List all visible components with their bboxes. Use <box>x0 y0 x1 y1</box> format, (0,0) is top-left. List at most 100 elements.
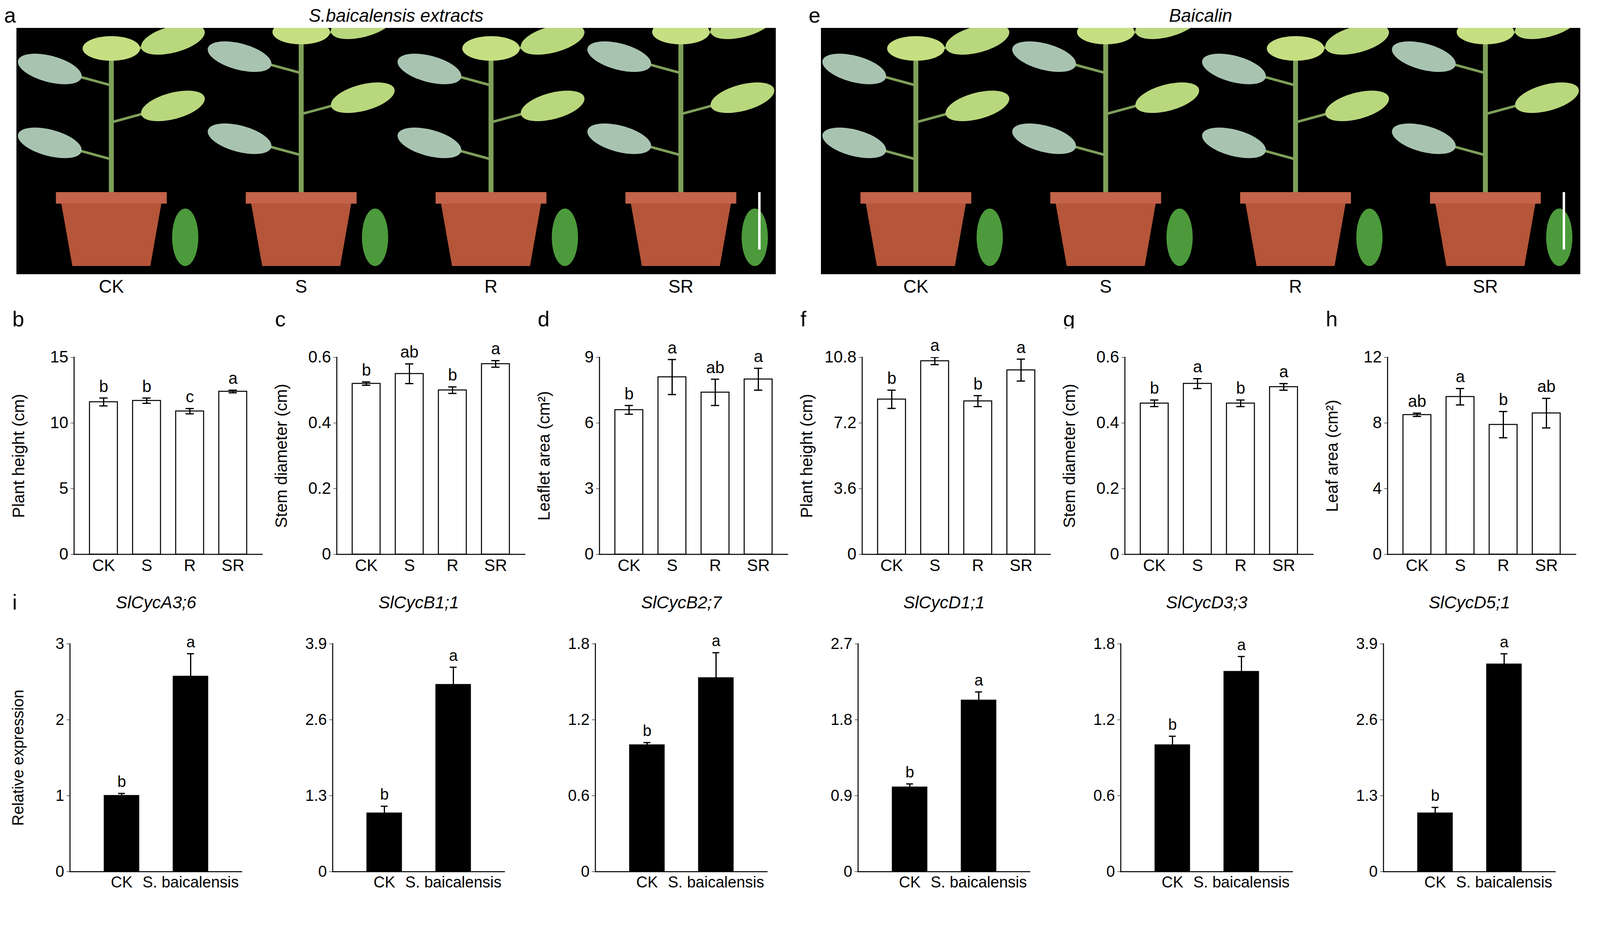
svg-text:a: a <box>490 339 501 358</box>
svg-text:b: b <box>380 785 389 803</box>
svg-text:S. baicalensis: S. baicalensis <box>930 873 1027 891</box>
svg-text:0.6: 0.6 <box>1096 347 1120 366</box>
svg-text:CK: CK <box>636 873 658 891</box>
svg-text:b: b <box>642 722 652 740</box>
svg-text:1.8: 1.8 <box>568 634 590 653</box>
svg-text:3.9: 3.9 <box>1356 634 1378 653</box>
svg-text:S. baicalensis: S. baicalensis <box>1193 873 1290 891</box>
svg-text:b: b <box>117 772 127 791</box>
svg-text:ab: ab <box>1537 377 1556 396</box>
svg-text:R: R <box>709 556 722 575</box>
svg-text:b: b <box>973 374 983 393</box>
svg-text:CK: CK <box>92 556 116 575</box>
svg-text:3.6: 3.6 <box>833 479 857 498</box>
svg-text:CK: CK <box>110 873 133 891</box>
svg-text:SR: SR <box>1009 556 1033 575</box>
svg-text:CK: CK <box>1424 873 1447 891</box>
svg-text:b: b <box>98 377 108 396</box>
svg-text:SR: SR <box>747 556 771 575</box>
svg-text:3: 3 <box>584 479 594 498</box>
svg-text:R: R <box>446 556 459 575</box>
svg-text:Plant height (cm): Plant height (cm) <box>797 393 816 518</box>
svg-text:S. baicalensis: S. baicalensis <box>667 873 764 891</box>
svg-text:1.2: 1.2 <box>1093 710 1116 729</box>
svg-text:CK: CK <box>880 556 904 575</box>
svg-text:1.2: 1.2 <box>568 710 590 729</box>
svg-text:0.2: 0.2 <box>1096 479 1120 498</box>
svg-text:10.8: 10.8 <box>824 347 857 366</box>
svg-text:2: 2 <box>55 710 65 729</box>
svg-text:CK: CK <box>1405 556 1429 575</box>
svg-text:b: b <box>361 360 371 379</box>
svg-text:10: 10 <box>50 413 69 432</box>
svg-text:CK: CK <box>373 873 396 891</box>
svg-text:0.9: 0.9 <box>830 786 853 805</box>
svg-text:1: 1 <box>55 786 65 805</box>
svg-text:a: a <box>186 633 196 651</box>
svg-text:Relative expression: Relative expression <box>9 689 27 826</box>
svg-text:b: b <box>624 384 634 403</box>
svg-text:b: b <box>1235 378 1245 397</box>
svg-text:b: b <box>142 377 152 396</box>
svg-text:0: 0 <box>55 862 65 881</box>
svg-text:CK: CK <box>1161 873 1184 891</box>
svg-text:a: a <box>1237 635 1247 654</box>
svg-text:6: 6 <box>584 413 594 432</box>
svg-text:1.8: 1.8 <box>830 710 853 729</box>
svg-text:0: 0 <box>1368 862 1378 881</box>
svg-text:a: a <box>930 336 940 355</box>
svg-text:a: a <box>1279 362 1289 381</box>
svg-text:b: b <box>887 369 897 388</box>
svg-text:0.6: 0.6 <box>1093 786 1116 805</box>
svg-text:b: b <box>1498 390 1508 409</box>
svg-text:b: b <box>905 763 915 781</box>
svg-text:R: R <box>1497 556 1510 575</box>
svg-text:0: 0 <box>1109 544 1119 563</box>
svg-text:8: 8 <box>1372 413 1382 432</box>
svg-text:a: a <box>449 646 459 665</box>
svg-text:0: 0 <box>580 862 590 881</box>
svg-text:12: 12 <box>1363 347 1383 366</box>
svg-text:0: 0 <box>321 544 331 563</box>
svg-text:5: 5 <box>59 479 69 498</box>
svg-text:a: a <box>228 369 238 388</box>
svg-text:3: 3 <box>55 634 65 653</box>
svg-text:S: S <box>141 556 153 575</box>
svg-text:Plant height (cm): Plant height (cm) <box>9 393 28 518</box>
svg-text:b: b <box>1168 715 1177 734</box>
svg-text:Leaf area (cm²): Leaf area (cm²) <box>1322 399 1341 512</box>
svg-text:0: 0 <box>1106 862 1115 881</box>
svg-text:1.3: 1.3 <box>1356 786 1378 805</box>
svg-text:ab: ab <box>1407 391 1427 411</box>
svg-text:S: S <box>666 556 678 575</box>
svg-text:0: 0 <box>318 862 327 881</box>
svg-text:S. baicalensis: S. baicalensis <box>142 873 239 891</box>
svg-text:15: 15 <box>50 347 69 366</box>
svg-text:R: R <box>971 556 984 575</box>
svg-text:0.6: 0.6 <box>308 347 332 366</box>
svg-text:0.2: 0.2 <box>308 479 332 498</box>
svg-text:S: S <box>403 556 415 575</box>
svg-text:a: a <box>1192 357 1203 376</box>
svg-text:0.4: 0.4 <box>1096 413 1120 432</box>
svg-text:Leaflet area (cm²): Leaflet area (cm²) <box>534 391 553 521</box>
svg-text:CK: CK <box>617 556 641 575</box>
svg-text:2.6: 2.6 <box>1356 710 1378 729</box>
svg-text:ab: ab <box>400 342 419 361</box>
svg-text:R: R <box>1234 556 1247 575</box>
svg-text:b: b <box>1149 378 1159 397</box>
svg-text:CK: CK <box>355 556 379 575</box>
svg-text:SR: SR <box>221 556 245 575</box>
svg-text:0: 0 <box>843 862 853 881</box>
svg-text:S. baicalensis: S. baicalensis <box>405 873 502 891</box>
svg-text:c: c <box>185 387 195 406</box>
svg-text:CK: CK <box>1143 556 1167 575</box>
svg-text:0.4: 0.4 <box>308 413 332 432</box>
svg-text:a: a <box>1455 367 1465 386</box>
svg-text:a: a <box>1016 338 1026 357</box>
svg-text:S: S <box>1454 556 1466 575</box>
svg-text:CK: CK <box>898 873 921 891</box>
svg-text:7.2: 7.2 <box>833 413 857 432</box>
svg-text:Stem diameter (cm): Stem diameter (cm) <box>1060 383 1079 528</box>
svg-text:3.9: 3.9 <box>305 634 328 653</box>
